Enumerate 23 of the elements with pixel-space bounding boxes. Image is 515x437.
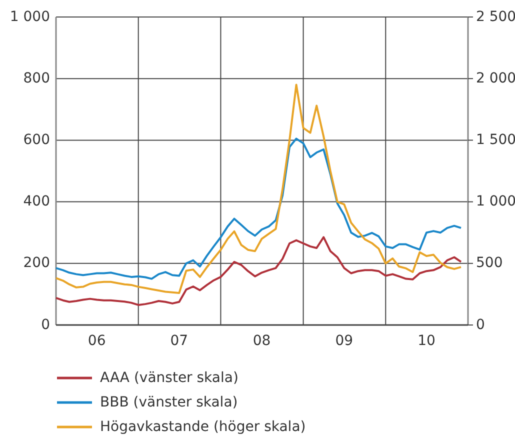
y-tick-label: 1 000 [10,8,50,25]
y2-tick-label: 500 [476,255,503,272]
y-tick-label: 200 [23,255,50,272]
line-series [55,236,462,306]
line-series [55,84,462,294]
line-series [55,138,462,280]
y2-tick-label: 0 [476,316,485,333]
y-tick-label: 0 [41,316,50,333]
x-tick-label: 08 [252,333,271,349]
y2-tick-label: 1 500 [476,132,515,148]
x-tick-label: 10 [418,333,436,349]
legend-label: BBB (vänster skala) [100,394,238,410]
x-tick-label: 06 [88,333,106,349]
x-tick-label: 09 [335,333,354,349]
x-tick-label: 07 [170,333,188,349]
legend-label: Högavkastande (höger skala) [100,418,306,435]
y2-tick-label: 2 500 [476,8,515,25]
y2-tick-label: 2 000 [476,70,515,86]
y-tick-label: 600 [23,132,50,148]
legend-label: AAA (vänster skala) [100,370,238,386]
y-tick-label: 400 [23,194,50,210]
y-tick-label: 800 [23,70,50,86]
y2-tick-label: 1 000 [476,194,515,210]
